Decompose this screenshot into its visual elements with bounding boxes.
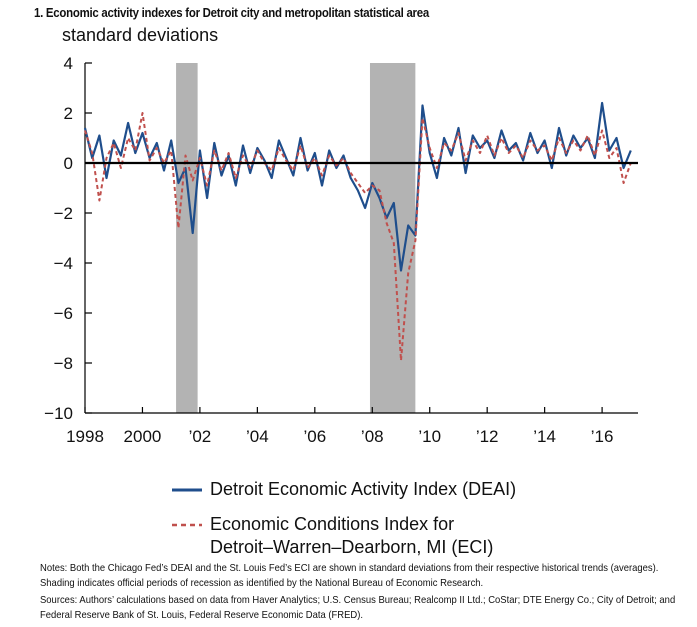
x-tick-label: ’12 <box>476 427 499 446</box>
legend: Detroit Economic Activity Index (DEAI) E… <box>172 478 672 571</box>
x-tick-label: ’04 <box>246 427 269 446</box>
y-tick-label: −2 <box>54 204 73 223</box>
y-tick-label: −6 <box>54 304 73 323</box>
series-line-eci <box>84 112 632 362</box>
legend-label-eci-line1: Economic Conditions Index for <box>210 514 455 534</box>
legend-swatch-eci <box>172 523 202 527</box>
recession-shading-group <box>176 63 416 413</box>
y-tick-label: −4 <box>54 254 73 273</box>
chart-title: 1. Economic activity indexes for Detroit… <box>34 5 429 20</box>
x-tick-label: ’10 <box>418 427 441 446</box>
legend-label-deai: Detroit Economic Activity Index (DEAI) <box>210 479 517 499</box>
y-tick-label: 4 <box>64 54 73 73</box>
sources-text: Sources: Authors’ calculations based on … <box>40 594 676 621</box>
x-tick-label: 2000 <box>124 427 162 446</box>
legend-item-eci: Economic Conditions Index for Detroit–Wa… <box>172 513 672 559</box>
recession-band-1 <box>176 63 198 413</box>
x-tick-label: ’16 <box>591 427 614 446</box>
axes-group: 4 2 0 −2 −4 −6 −8 −10 1998 2000 ’02 ’04 ’06 ’08 ’10 ’12… <box>44 54 638 446</box>
notes-block: Notes: Both the Chicago Fed’s DEAI and t… <box>40 561 688 625</box>
line-chart: 4 2 0 −2 −4 −6 −8 −10 1998 2000 ’02 ’04 ’06 ’08 ’10 ’12… <box>44 54 638 446</box>
legend-label-eci-line2: Detroit–Warren–Dearborn, MI (ECI) <box>210 537 494 557</box>
legend-swatch-deai <box>172 488 202 492</box>
notes-text: Notes: Both the Chicago Fed’s DEAI and t… <box>40 562 659 589</box>
series-group <box>83 101 632 362</box>
legend-label-eci: Economic Conditions Index for Detroit–Wa… <box>210 513 493 559</box>
legend-item-deai: Detroit Economic Activity Index (DEAI) <box>172 478 672 501</box>
y-tick-label: −10 <box>44 404 73 423</box>
x-tick-label: ’14 <box>533 427 556 446</box>
y-tick-label: 2 <box>64 104 73 123</box>
x-tick-label: ’02 <box>189 427 212 446</box>
y-tick-label: 0 <box>64 154 73 173</box>
x-tick-label: ’08 <box>361 427 384 446</box>
x-tick-label: 1998 <box>66 427 104 446</box>
x-tick-label: ’06 <box>303 427 326 446</box>
y-axis-units-label: standard deviations <box>62 25 219 45</box>
series-line-deai <box>83 101 632 272</box>
y-tick-label: −8 <box>54 354 73 373</box>
